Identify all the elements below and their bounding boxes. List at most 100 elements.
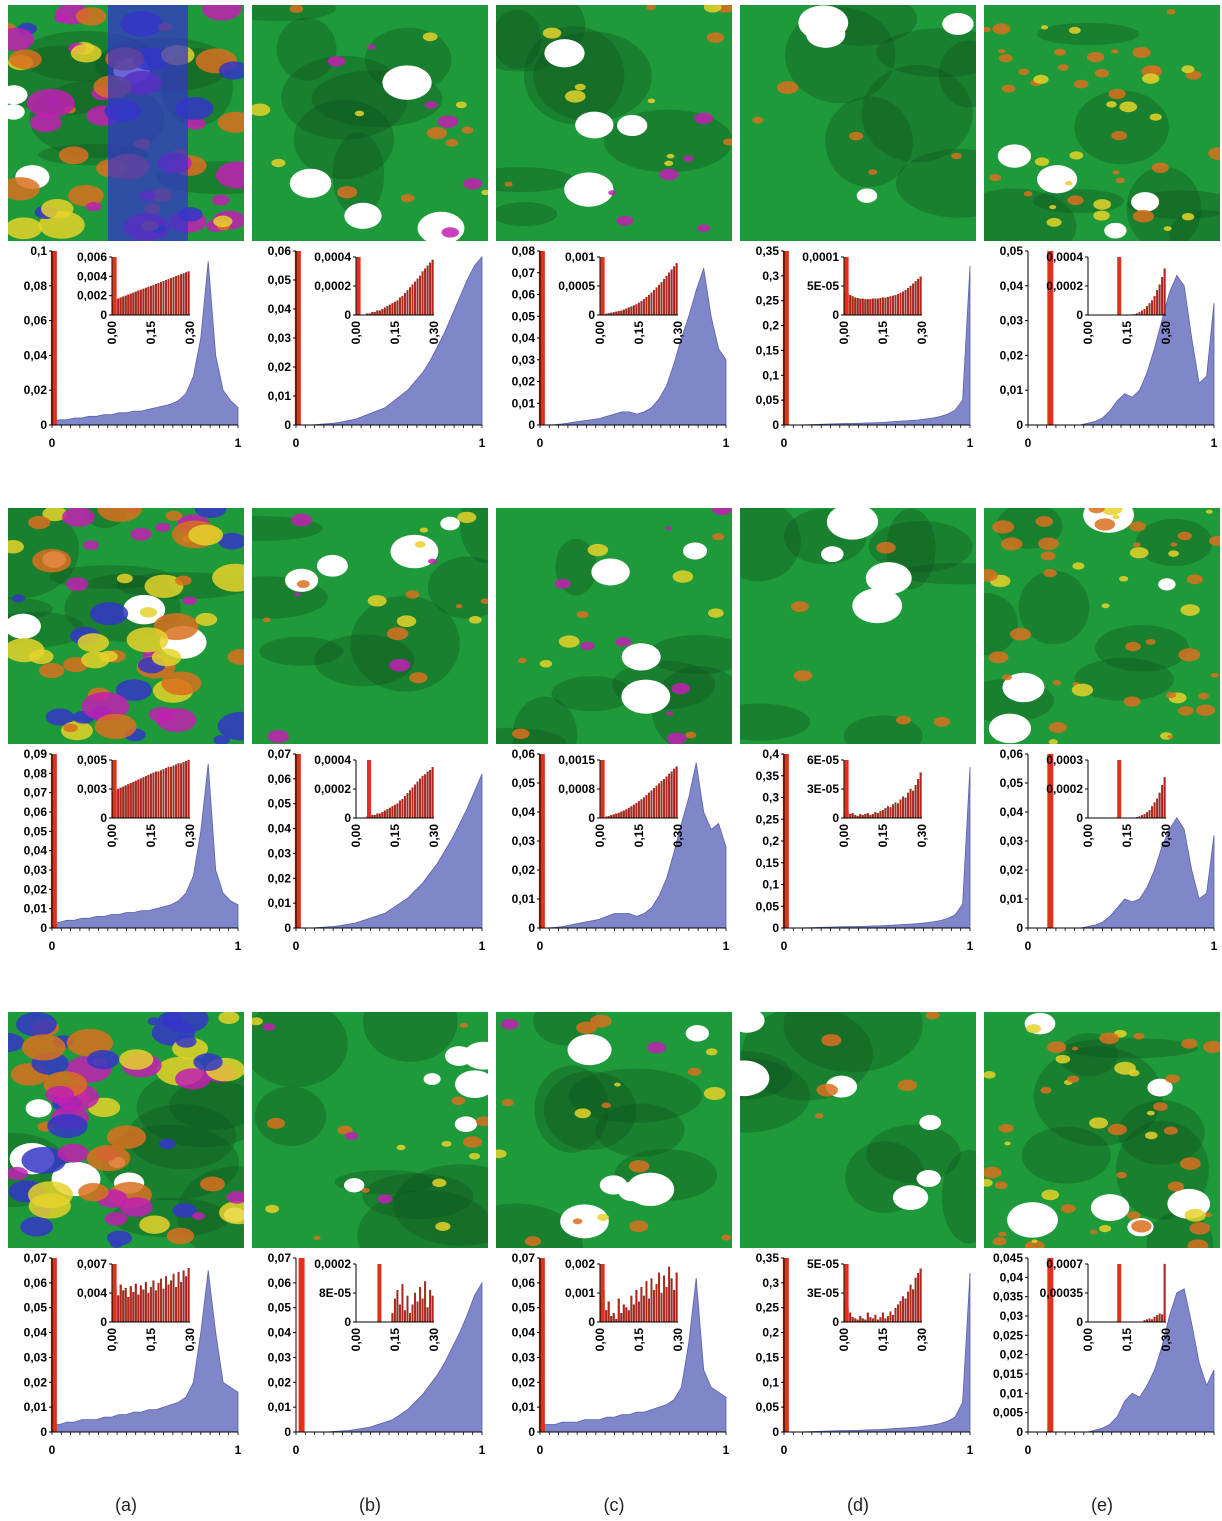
inset-bar bbox=[396, 1289, 399, 1323]
inset-bar bbox=[187, 271, 190, 316]
inset-bar bbox=[162, 769, 165, 819]
inset-x-tick-label: 0,15 bbox=[876, 1328, 890, 1352]
x-tick-label: 0 bbox=[537, 436, 544, 450]
inset-bar bbox=[129, 1286, 132, 1323]
x-tick-label: 0 bbox=[1025, 436, 1032, 450]
inset-y-tick-label: 0,0015 bbox=[558, 753, 595, 767]
histogram-plot: 0 0,05 0,1 0,15 0,2 0,25 0,3 0,35 0,4 0 1 0 3E-05 6E-… bbox=[740, 747, 976, 963]
inset-y-tick-label: 0 bbox=[100, 1315, 107, 1329]
inset-bar bbox=[909, 788, 912, 819]
inset-bar bbox=[605, 1310, 608, 1323]
figure-panel: 0 0,01 0,02 0,03 0,04 0,05 0,06 0 1 0 0,0002 0,0004… bbox=[252, 5, 488, 475]
inset-bar bbox=[670, 269, 673, 316]
inset-bar bbox=[185, 272, 188, 316]
inset-bar bbox=[137, 290, 140, 316]
y-tick-label: 0,07 bbox=[24, 1251, 48, 1265]
inset-y-tick-label: 0,0004 bbox=[1046, 250, 1083, 264]
inset-bar bbox=[419, 1287, 422, 1323]
inset-bar bbox=[396, 300, 399, 316]
inset-x-tick-label: 0,30 bbox=[915, 824, 929, 848]
inset-bar bbox=[139, 778, 142, 819]
inset-histogram: 0 0,0008 0,0015 0,00 0,15 0,30 bbox=[558, 753, 685, 847]
inset-bar bbox=[894, 1307, 897, 1323]
inset-histogram: 0 0,003 0,005 0,00 0,15 0,30 bbox=[77, 753, 197, 847]
inset-bar bbox=[147, 1292, 150, 1323]
inset-bar bbox=[884, 297, 887, 316]
inset-y-tick-label: 0 bbox=[588, 811, 595, 825]
inset-bar bbox=[645, 795, 648, 819]
inset-bar bbox=[149, 773, 152, 819]
x-tick-label: 0 bbox=[49, 1443, 56, 1457]
histogram-plot: 0 0,01 0,02 0,03 0,04 0,05 0,06 0,07 0,08 0,09 0 1 0… bbox=[8, 747, 244, 963]
inset-bar bbox=[635, 803, 638, 819]
inset-bar bbox=[117, 298, 120, 316]
y-tick-label: 0,07 bbox=[512, 266, 536, 280]
inset-bar bbox=[917, 779, 920, 819]
figure-panel: 0 0,01 0,02 0,03 0,04 0,05 0,06 0,07 0 1 0 0,004 0,0… bbox=[8, 1012, 244, 1482]
inset-bar bbox=[894, 295, 897, 316]
histogram-area bbox=[51, 261, 239, 426]
inset-bar bbox=[866, 1312, 869, 1323]
inset-x-tick-label: 0,15 bbox=[876, 321, 890, 345]
inset-threshold-bar bbox=[844, 760, 849, 818]
inset-y-tick-label: 0,0002 bbox=[1046, 782, 1083, 796]
y-tick-label: 0,02 bbox=[268, 1375, 292, 1389]
x-tick-label: 0 bbox=[293, 939, 300, 953]
y-tick-label: 0,045 bbox=[993, 1251, 1023, 1265]
y-tick-label: 0,07 bbox=[24, 786, 48, 800]
inset-bar bbox=[675, 1272, 678, 1323]
inset-bar bbox=[879, 298, 882, 316]
inset-bar bbox=[1161, 277, 1164, 316]
histogram-chart: 0 0,05 0,1 0,15 0,2 0,25 0,3 0,35 0 1 0 5E-05 0,0001… bbox=[756, 244, 974, 450]
inset-bar bbox=[912, 790, 915, 819]
inset-bar bbox=[1153, 1316, 1156, 1323]
inset-bar bbox=[889, 807, 892, 819]
inset-bar bbox=[139, 1285, 142, 1323]
inset-bar bbox=[886, 806, 889, 819]
histogram-plot: 0 0,01 0,02 0,03 0,04 0,05 0,06 0,07 0 1 0 0,001 0,0… bbox=[496, 1251, 732, 1467]
inset-bar bbox=[663, 779, 666, 819]
inset-bar bbox=[627, 807, 630, 819]
inset-bar bbox=[859, 813, 862, 819]
inset-bar bbox=[874, 298, 877, 316]
histogram-plot: 0 0,01 0,02 0,03 0,04 0,05 0,06 0,07 0,08 0 1 0 0,00… bbox=[496, 244, 732, 460]
inset-x-tick-label: 0,00 bbox=[1081, 824, 1095, 848]
y-tick-label: 0,02 bbox=[24, 882, 48, 896]
surface-render-image bbox=[252, 1012, 488, 1248]
inset-histogram: 0 5E-05 0,0001 0,00 0,15 0,30 bbox=[802, 250, 929, 344]
inset-x-tick-label: 0,00 bbox=[349, 321, 363, 345]
y-tick-label: 0,35 bbox=[756, 244, 780, 258]
surface-render bbox=[984, 5, 1220, 241]
inset-bar bbox=[414, 784, 417, 819]
y-tick-label: 0 bbox=[284, 418, 291, 432]
surface-render-image bbox=[496, 508, 732, 744]
inset-bar bbox=[912, 283, 915, 316]
x-tick-label: 0 bbox=[537, 1443, 544, 1457]
inset-y-tick-label: 3E-05 bbox=[807, 782, 839, 796]
inset-bar bbox=[894, 802, 897, 819]
inset-bar bbox=[668, 272, 671, 316]
inset-bar bbox=[119, 1284, 122, 1323]
inset-x-tick-label: 0,00 bbox=[349, 1328, 363, 1352]
inset-x-tick-label: 0,15 bbox=[144, 824, 158, 848]
inset-y-tick-label: 0 bbox=[1076, 308, 1083, 322]
y-tick-label: 0,04 bbox=[1000, 1270, 1024, 1284]
inset-bar bbox=[142, 1289, 145, 1323]
figure-panel: 0 0,05 0,1 0,15 0,2 0,25 0,3 0,35 0 1 0 5E-05 0,0001… bbox=[740, 5, 976, 475]
y-tick-label: 0,15 bbox=[756, 856, 780, 870]
inset-y-tick-label: 0 bbox=[588, 1315, 595, 1329]
inset-bar bbox=[401, 1284, 404, 1323]
figure-panel: 0 0,01 0,02 0,03 0,04 0,05 0,06 0,07 0 1 0 8E-05 0,0… bbox=[252, 1012, 488, 1482]
inset-y-tick-label: 0 bbox=[588, 308, 595, 322]
inset-bar bbox=[861, 1318, 864, 1323]
histogram-area bbox=[296, 255, 483, 426]
inset-bar bbox=[652, 1289, 656, 1323]
inset-bar bbox=[625, 1307, 628, 1323]
inset-bar bbox=[170, 766, 173, 819]
inset-bar bbox=[904, 289, 907, 316]
inset-bar bbox=[851, 1317, 854, 1323]
surface-render-image bbox=[740, 5, 976, 241]
histogram-plot: 0 0,01 0,02 0,03 0,04 0,05 0,06 0,07 0 1 0 0,004 0,0… bbox=[8, 1251, 244, 1467]
y-tick-label: 0,04 bbox=[24, 348, 48, 362]
histogram-chart: 00,010,020,030,040,050,060,070,080 100,00… bbox=[512, 244, 730, 450]
